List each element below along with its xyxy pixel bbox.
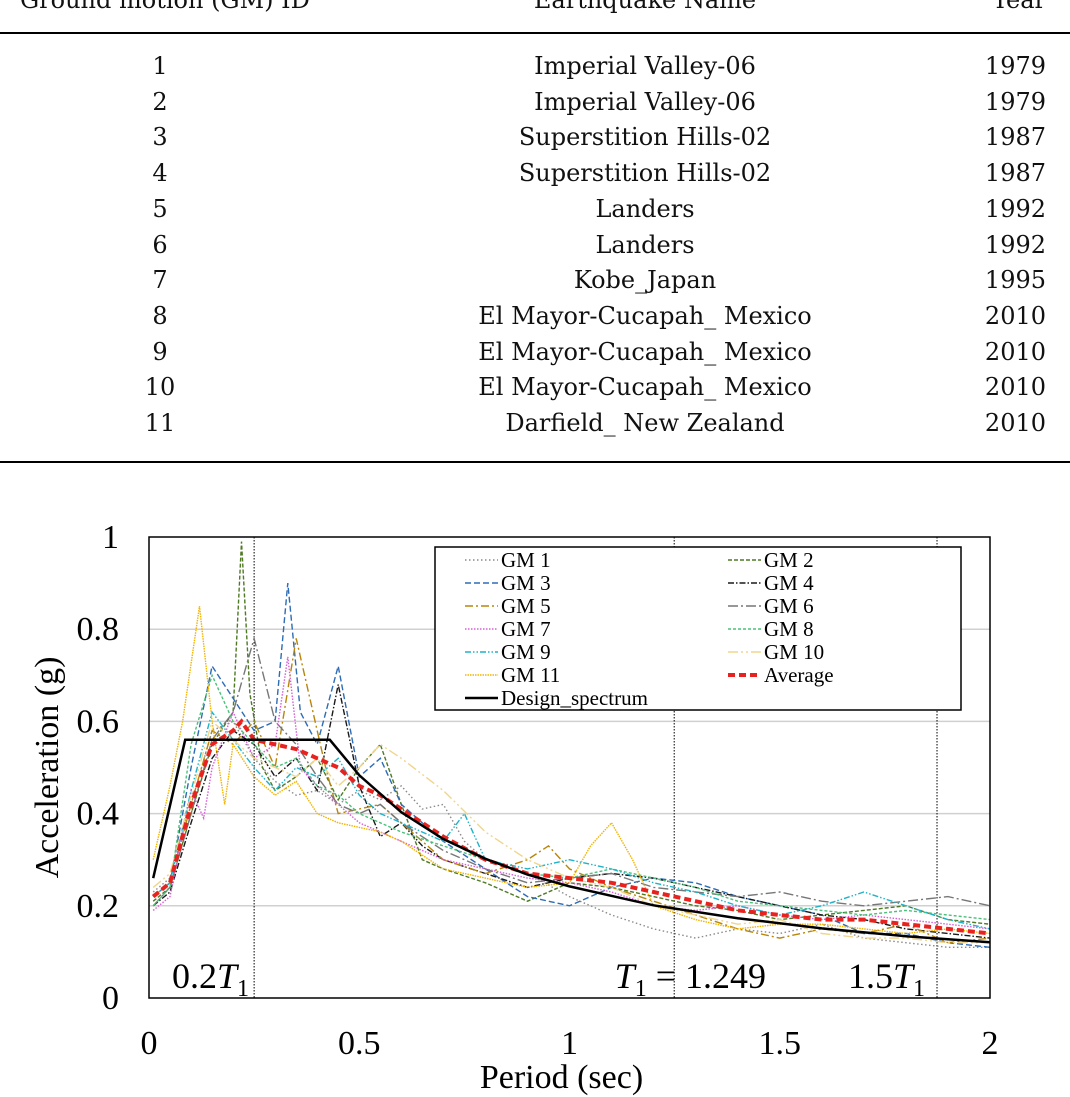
series-line-gm-8 — [152, 673, 990, 921]
series-line-gm-6 — [152, 635, 990, 907]
row-year: 2010 — [984, 409, 1046, 437]
row-earthquake-name: Superstition Hills-02 — [518, 159, 772, 188]
row-earthquake-name: Darfield_ New Zealand — [505, 409, 785, 437]
series-line-gm-4 — [152, 684, 990, 939]
row-id: 11 — [144, 409, 176, 437]
row-earthquake-name: Landers — [595, 194, 695, 223]
annotation-label: T1 = 1.249 — [615, 956, 766, 1002]
legend-label: GM 11 — [501, 663, 560, 687]
x-tick-label: 0.5 — [338, 1025, 381, 1062]
bottom-rule — [0, 461, 1070, 463]
y-tick-label: 0.6 — [77, 703, 120, 740]
row-year: 2010 — [984, 373, 1046, 402]
row-earthquake-name: Imperial Valley-06 — [534, 87, 756, 116]
row-earthquake-name: Landers — [595, 230, 695, 259]
ground-motion-table: Ground motion (GM) ID Earthquake Name Ye… — [0, 0, 1070, 470]
legend-label: Average — [764, 663, 834, 687]
series-line-gm-10 — [152, 720, 990, 944]
legend-label: GM 9 — [501, 640, 551, 664]
legend-label: GM 10 — [764, 640, 824, 664]
row-year: 1987 — [984, 159, 1046, 188]
row-id: 10 — [144, 373, 176, 402]
x-tick-label: 1 — [561, 1025, 578, 1062]
row-id: 5 — [152, 194, 168, 223]
header-year: Year — [992, 0, 1046, 14]
header-rule — [0, 32, 1070, 34]
series-line-gm-2 — [152, 541, 990, 925]
annotation-label: 0.2T1 — [172, 956, 249, 1002]
series-line-gm-1 — [152, 720, 990, 948]
row-id: 2 — [152, 87, 168, 116]
legend-label: GM 1 — [501, 548, 551, 572]
header-gm-id: Ground motion (GM) ID — [20, 0, 310, 14]
row-year: 2010 — [984, 337, 1046, 366]
y-tick-label: 0.2 — [77, 888, 120, 925]
x-tick-label: 0 — [141, 1025, 158, 1062]
row-earthquake-name: El Mayor-Cucapah_ Mexico — [478, 337, 812, 366]
legend-label: GM 5 — [501, 594, 551, 618]
legend-label: Design_spectrum — [501, 686, 648, 710]
row-id: 6 — [152, 230, 168, 259]
row-year: 1992 — [984, 194, 1046, 223]
y-tick-label: 0 — [102, 980, 119, 1017]
row-id: 1 — [152, 52, 168, 80]
row-earthquake-name: El Mayor-Cucapah_ Mexico — [478, 373, 812, 402]
y-tick-label: 0.4 — [77, 796, 120, 833]
row-year: 1979 — [984, 52, 1046, 80]
annotation-label: 1.5T1 — [848, 956, 925, 1002]
row-earthquake-name: Imperial Valley-06 — [534, 52, 756, 80]
row-year: 2010 — [984, 301, 1046, 330]
row-id: 9 — [152, 337, 168, 366]
y-tick-label: 0.8 — [77, 611, 120, 648]
legend-label: GM 4 — [764, 571, 814, 595]
row-id: 8 — [152, 301, 168, 330]
plot-frame — [148, 536, 991, 999]
row-earthquake-name: Kobe_Japan — [573, 266, 717, 295]
legend-label: GM 6 — [764, 594, 814, 618]
x-tick-label: 2 — [982, 1025, 999, 1062]
y-tick-label: 1 — [102, 519, 119, 556]
series-line-gm-9 — [152, 710, 990, 930]
legend-label: GM 2 — [764, 548, 814, 572]
row-year: 1987 — [984, 123, 1046, 152]
row-earthquake-name: El Mayor-Cucapah_ Mexico — [478, 301, 812, 330]
header-earthquake-name: Earthquake Name — [533, 0, 757, 14]
row-id: 7 — [152, 266, 168, 295]
series-line-average — [151, 718, 990, 936]
x-axis-title: Period (sec) — [480, 1059, 643, 1096]
x-tick-label: 1.5 — [759, 1025, 802, 1062]
legend-label: GM 7 — [501, 617, 551, 641]
y-axis-title: Acceleration (g) — [29, 657, 66, 879]
row-id: 4 — [152, 159, 168, 188]
row-earthquake-name: Superstition Hills-02 — [518, 123, 772, 152]
legend-label: GM 8 — [764, 617, 814, 641]
series-line-design-spectrum — [151, 738, 990, 944]
legend-label: GM 3 — [501, 571, 551, 595]
row-year: 1992 — [984, 230, 1046, 259]
row-id: 3 — [152, 123, 168, 152]
legend-box — [434, 546, 962, 711]
row-year: 1979 — [984, 87, 1046, 116]
row-year: 1995 — [984, 266, 1046, 295]
